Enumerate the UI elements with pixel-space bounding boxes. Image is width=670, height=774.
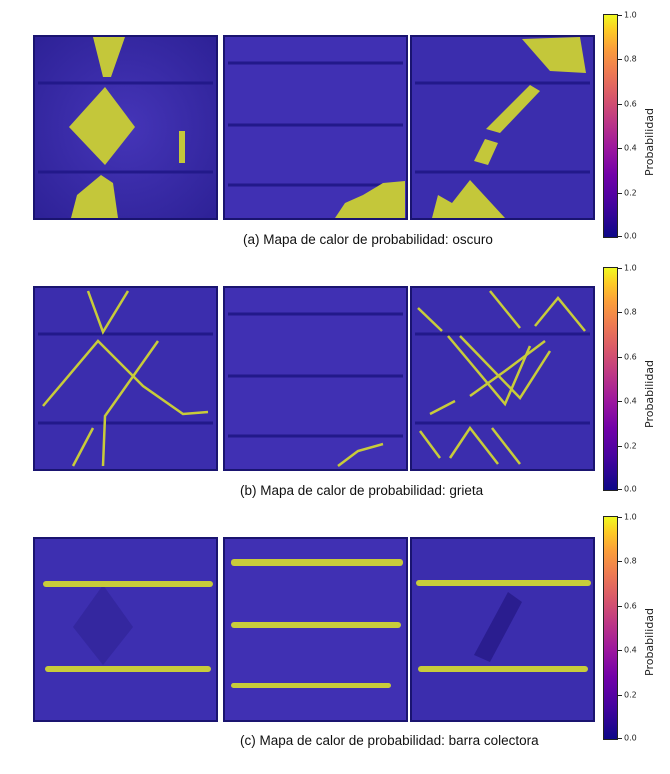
caption-oscuro: (a) Mapa de calor de probabilidad: oscur… <box>243 232 493 247</box>
heatmap-oscuro-1 <box>33 35 218 220</box>
colorbar-label-oscuro: Probabilidad <box>643 107 656 176</box>
heatmap-grieta-3 <box>410 286 595 471</box>
heatmap-barra-3 <box>410 537 595 722</box>
heatmap-grieta-2 <box>223 286 408 471</box>
heatmap-barra-2 <box>223 537 408 722</box>
colorbar-oscuro: 1.0 0.8 0.6 0.4 0.2 0.0 <box>603 11 637 241</box>
colorbar-barra: 1.0 0.8 0.6 0.4 0.2 0.0 <box>603 513 637 743</box>
heatmap-oscuro-3 <box>410 35 595 220</box>
colorbar-grieta: 1.0 0.8 0.6 0.4 0.2 0.0 <box>603 264 637 494</box>
caption-barra: (c) Mapa de calor de probabilidad: barra… <box>240 733 539 748</box>
heatmap-oscuro-2 <box>223 35 408 220</box>
caption-grieta: (b) Mapa de calor de probabilidad: griet… <box>240 483 484 498</box>
colorbar-label-grieta: Probabilidad <box>643 359 656 428</box>
heatmap-grieta-1 <box>33 286 218 471</box>
colorbar-label-barra: Probabilidad <box>643 607 656 676</box>
heatmap-barra-1 <box>33 537 218 722</box>
